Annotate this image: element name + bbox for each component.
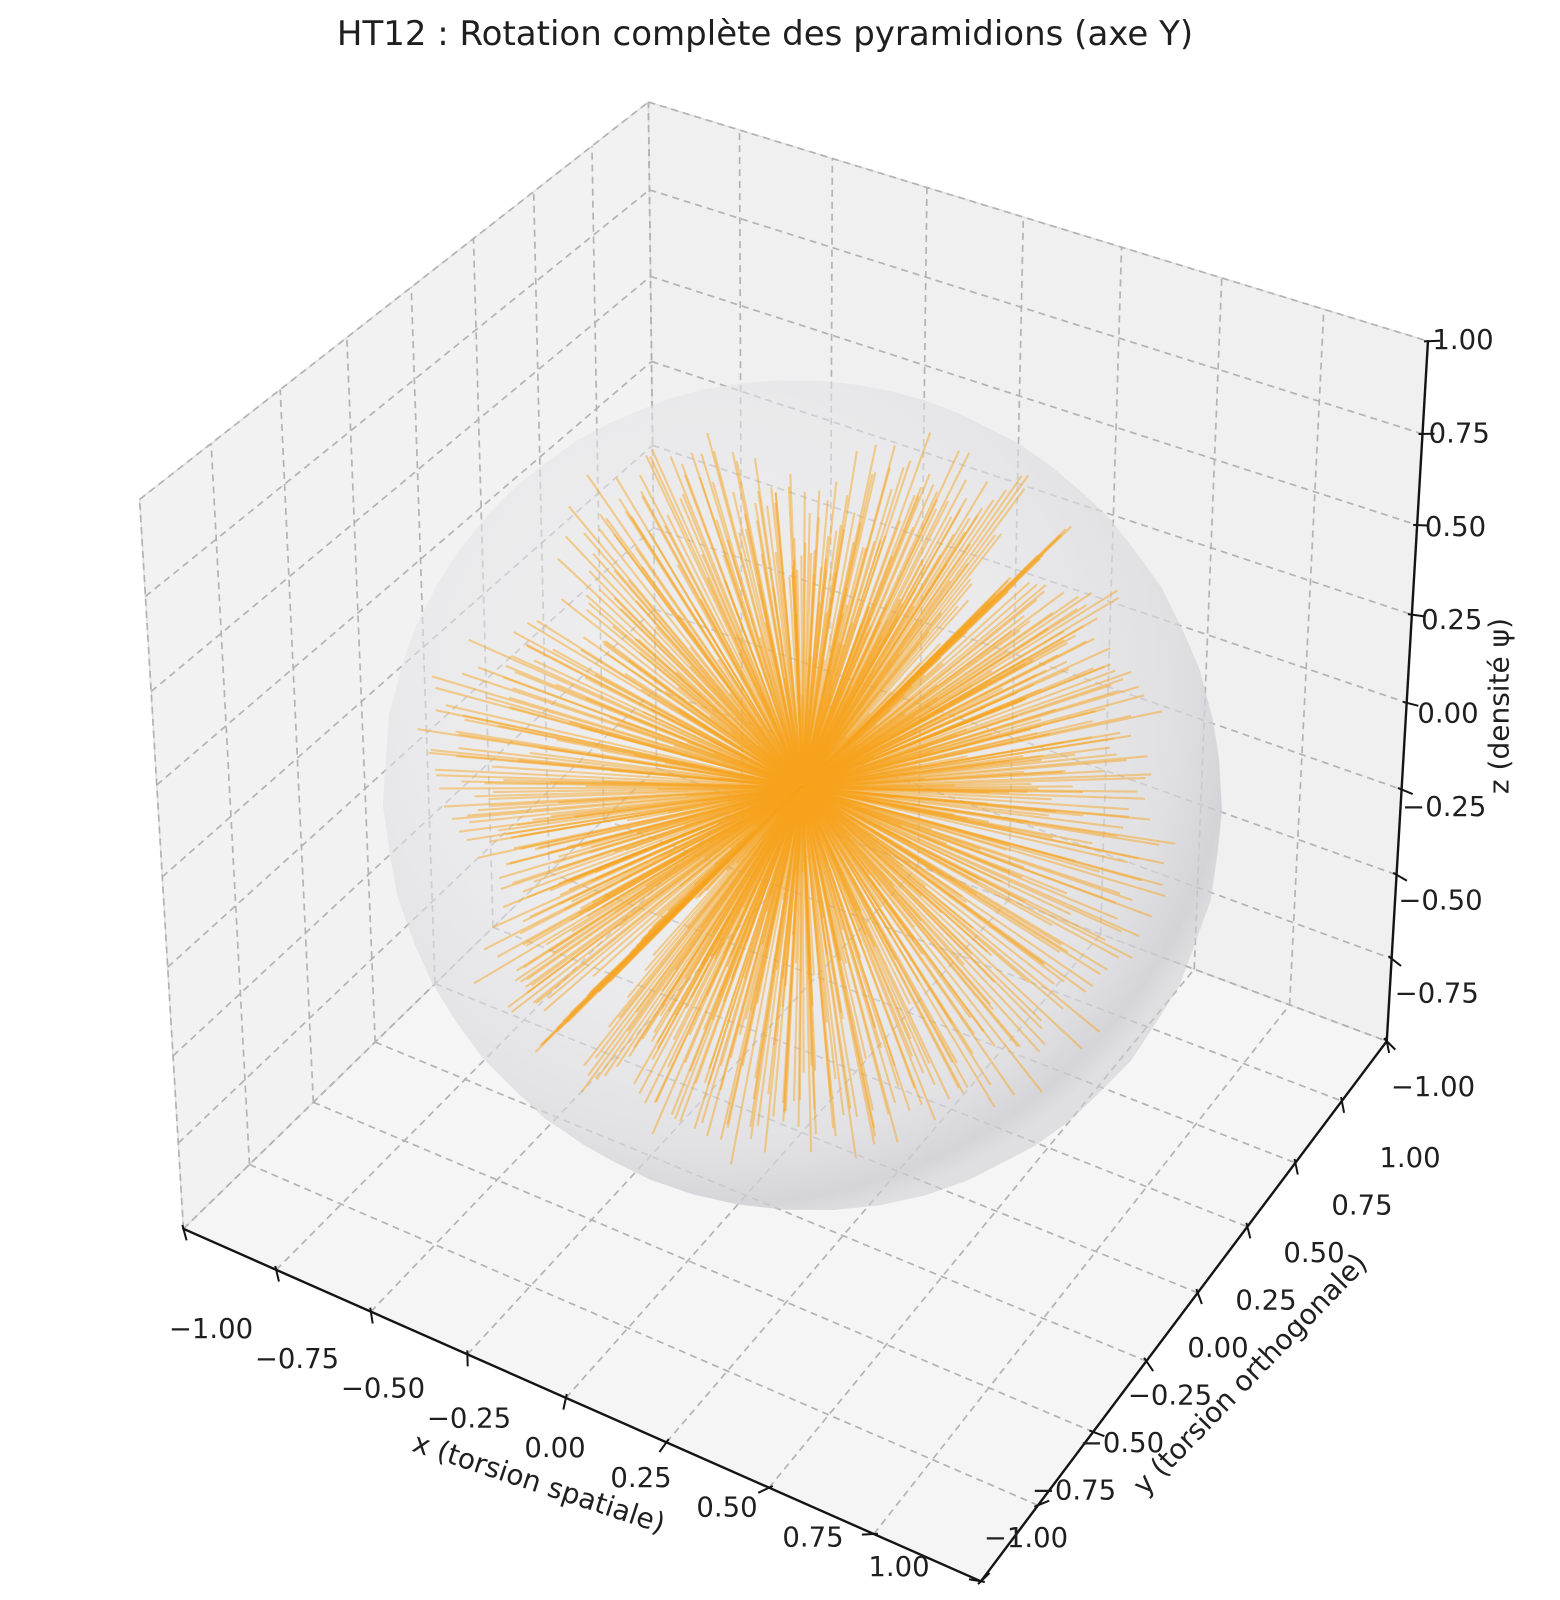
sphere (382, 380, 1222, 1210)
z-tick-label: 0.75 (1429, 417, 1490, 449)
chart-title: HT12 : Rotation complète des pyramidions… (336, 14, 1194, 54)
axis-spines (182, 339, 1430, 1583)
y-tick-label: −0.50 (1080, 1427, 1164, 1459)
y-tick-label: 0.50 (1283, 1237, 1344, 1269)
tick-marks (181, 339, 1440, 1585)
x-tick-label: −0.75 (255, 1343, 339, 1375)
y-tick-label: 0.25 (1235, 1285, 1296, 1317)
tick-labels: −1.00−0.75−0.50−0.250.000.250.500.751.00… (169, 324, 1494, 1583)
y-tick-label: 0.75 (1331, 1190, 1392, 1222)
z-tick-label: 1.00 (1432, 324, 1493, 356)
y-tick-label: 0.00 (1187, 1332, 1248, 1364)
x-tick-label: 0.50 (696, 1492, 757, 1524)
z-tick-label: −0.50 (1398, 884, 1482, 916)
z-tick-label: 0.50 (1425, 511, 1486, 543)
x-tick-label: 0.75 (782, 1521, 843, 1553)
z-tick-label: 0.00 (1417, 698, 1478, 730)
z-tick-label: −1.00 (1391, 1071, 1475, 1103)
y-tick-label: −0.75 (1032, 1475, 1116, 1507)
needle-lines (417, 432, 1176, 1165)
x-tick-label: 0.00 (524, 1432, 585, 1464)
z-tick-label: 0.25 (1421, 604, 1482, 636)
x-tick-label: 0.25 (610, 1462, 671, 1494)
z-axis-title: z (densité ψ) (1482, 617, 1516, 795)
y-tick-label: −0.25 (1128, 1380, 1212, 1412)
x-tick-label: 1.00 (868, 1551, 929, 1583)
y-tick-label: 1.00 (1379, 1142, 1440, 1174)
z-tick-label: −0.25 (1402, 791, 1486, 823)
x-tick-label: −0.50 (341, 1373, 425, 1405)
x-tick-label: −1.00 (169, 1313, 253, 1345)
z-tick-label: −0.75 (1395, 978, 1479, 1010)
y-tick-label: −1.00 (984, 1522, 1068, 1554)
x-tick-label: −0.25 (427, 1402, 511, 1434)
